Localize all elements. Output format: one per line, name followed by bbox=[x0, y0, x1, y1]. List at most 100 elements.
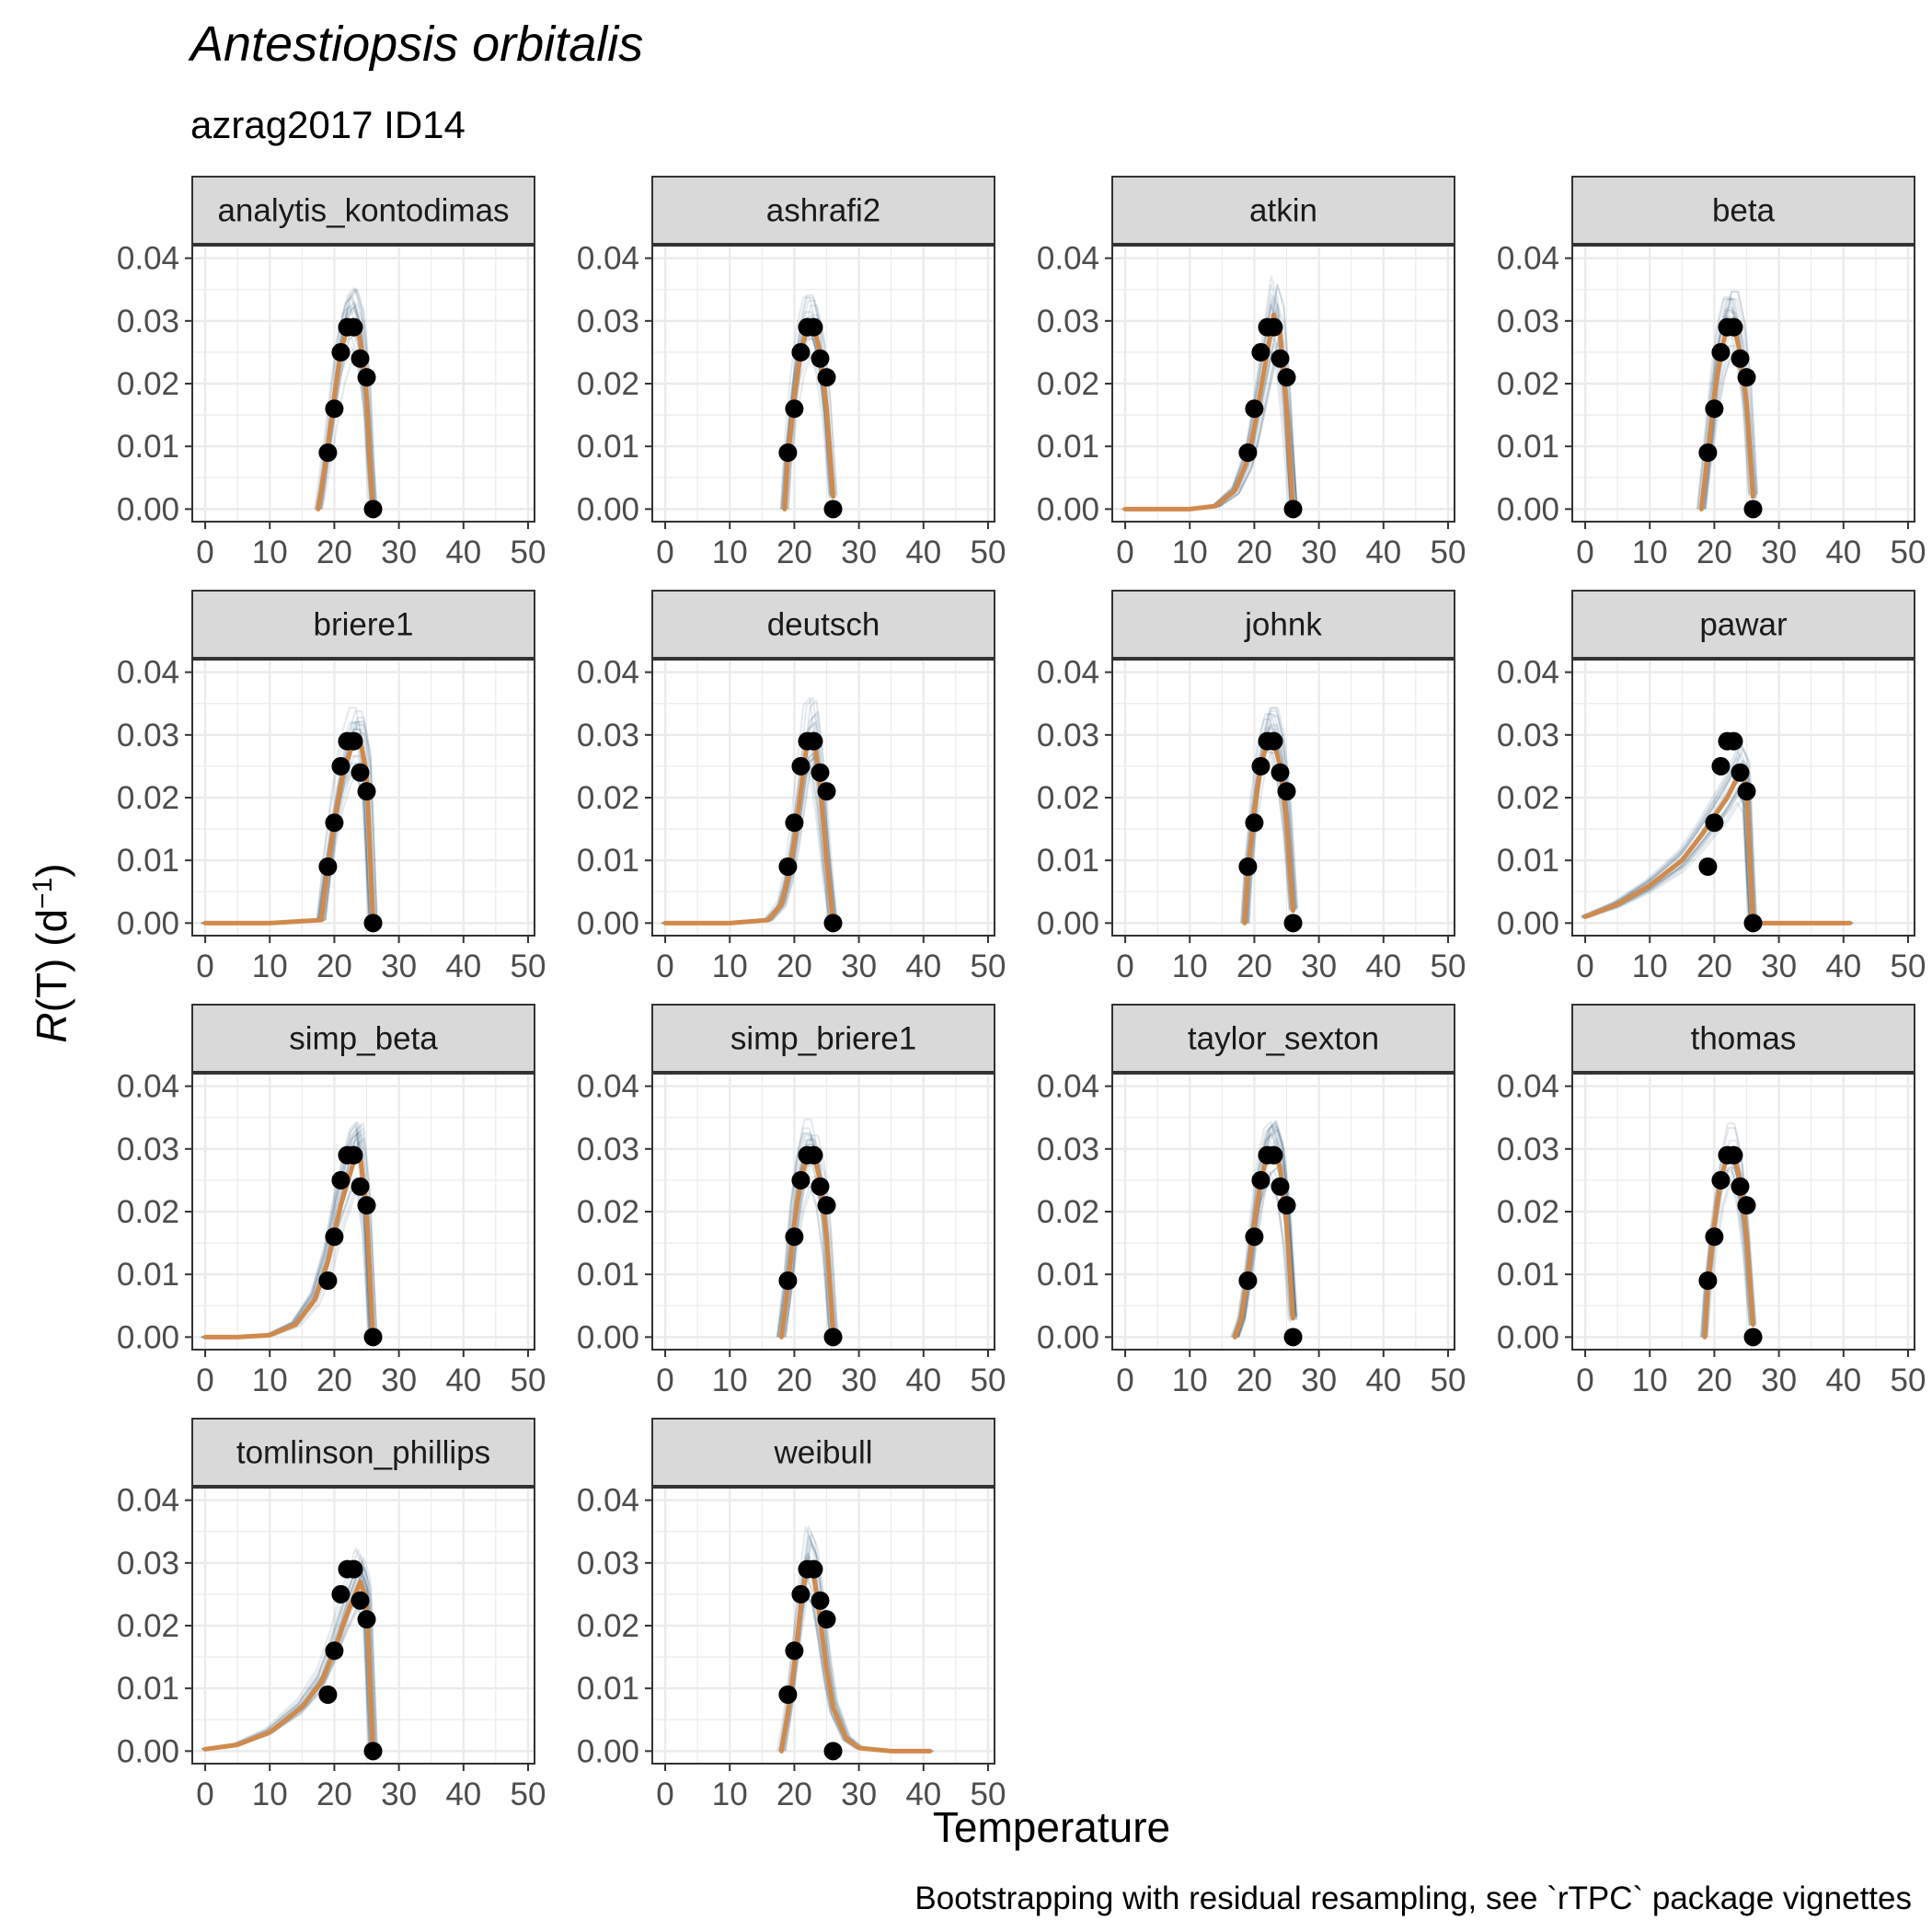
data-point bbox=[1711, 756, 1731, 776]
y-tick-label: 0.03 bbox=[1497, 718, 1559, 753]
facet-strip bbox=[1111, 590, 1455, 659]
data-point bbox=[817, 782, 836, 801]
data-point bbox=[791, 1584, 811, 1604]
y-tick-label: 0.00 bbox=[1037, 1319, 1099, 1355]
facet-strip bbox=[651, 1004, 995, 1073]
y-tick-label: 0.02 bbox=[577, 1194, 639, 1230]
x-tick-label: 30 bbox=[381, 535, 417, 570]
data-point bbox=[791, 342, 811, 362]
y-tick-label: 0.01 bbox=[1037, 843, 1099, 879]
y-tick-label: 0.02 bbox=[1497, 780, 1559, 816]
y-tick-label: 0.04 bbox=[577, 241, 639, 277]
y-tick-label: 0.03 bbox=[117, 1546, 179, 1581]
facet-strip-label: taylor_sexton bbox=[1188, 1021, 1379, 1057]
plot-caption: Bootstrapping with residual resampling, … bbox=[914, 1880, 1912, 1916]
data-point bbox=[1271, 763, 1290, 782]
data-point bbox=[1264, 317, 1283, 337]
facet-strip-label: briere1 bbox=[314, 607, 414, 643]
data-point bbox=[351, 1591, 370, 1610]
facet-strip-label: deutsch bbox=[767, 607, 880, 643]
data-point bbox=[1245, 399, 1264, 419]
x-tick-label: 30 bbox=[381, 1363, 417, 1398]
bootstrap-curve bbox=[1237, 1147, 1298, 1338]
x-tick-label: 10 bbox=[252, 1363, 288, 1398]
data-point bbox=[791, 756, 811, 776]
x-tick-label: 0 bbox=[196, 535, 213, 570]
y-tick-label: 0.04 bbox=[117, 241, 179, 277]
facet-strip-label: simp_beta bbox=[289, 1021, 438, 1057]
x-tick-label: 10 bbox=[712, 949, 748, 984]
data-point bbox=[778, 1271, 798, 1290]
y-tick-label: 0.02 bbox=[117, 780, 179, 816]
data-point bbox=[363, 1742, 383, 1761]
data-point bbox=[811, 1177, 830, 1196]
y-tick-label: 0.02 bbox=[1037, 780, 1099, 816]
data-point bbox=[1271, 1177, 1290, 1196]
x-tick-label: 50 bbox=[1891, 535, 1926, 570]
data-point bbox=[351, 763, 370, 782]
data-point bbox=[1277, 782, 1296, 801]
data-point bbox=[1731, 763, 1750, 782]
y-tick-label: 0.04 bbox=[1037, 241, 1099, 277]
y-tick-label: 0.03 bbox=[1497, 1132, 1559, 1167]
y-tick-label: 0.04 bbox=[577, 1483, 639, 1519]
x-tick-label: 0 bbox=[196, 1777, 213, 1812]
x-tick-label: 20 bbox=[316, 1363, 352, 1398]
data-point bbox=[1251, 342, 1271, 362]
y-tick-label: 0.00 bbox=[117, 1319, 179, 1355]
data-point bbox=[817, 1196, 836, 1215]
data-point bbox=[811, 349, 830, 368]
facet-taylor-sexton: taylor_sexton 0 10 20 30 40 50 0.00 0.01 0.02 0.03… bbox=[1037, 1004, 1466, 1398]
facet-strip-label: beta bbox=[1712, 193, 1776, 229]
x-tick-label: 40 bbox=[1825, 535, 1861, 570]
x-tick-label: 20 bbox=[776, 535, 812, 570]
y-tick-label: 0.01 bbox=[1037, 429, 1099, 465]
y-tick-label: 0.03 bbox=[117, 718, 179, 753]
y-tick-label: 0.00 bbox=[1037, 491, 1099, 527]
x-tick-label: 40 bbox=[905, 1363, 941, 1398]
data-point bbox=[811, 1591, 830, 1610]
data-point bbox=[325, 1641, 344, 1661]
data-point bbox=[325, 813, 344, 833]
facet-simp-beta: simp_beta 0 10 20 30 40 50 0.00 0.01 0.02 0.03 0.04 bbox=[117, 1004, 546, 1398]
x-tick-label: 10 bbox=[1172, 1363, 1208, 1398]
x-tick-label: 50 bbox=[971, 1777, 1006, 1812]
data-point bbox=[785, 1641, 804, 1661]
x-tick-label: 50 bbox=[511, 949, 546, 984]
x-tick-label: 0 bbox=[656, 535, 673, 570]
facet-strip bbox=[1111, 176, 1455, 245]
facet-thomas: thomas 0 10 20 30 40 50 0.00 0.01 0.02 0.03 0.04 bbox=[1497, 1004, 1926, 1398]
y-tick-label: 0.02 bbox=[577, 1608, 639, 1644]
x-tick-label: 40 bbox=[905, 535, 941, 570]
data-point bbox=[1264, 731, 1283, 751]
x-tick-label: 20 bbox=[1236, 535, 1272, 570]
x-tick-label: 30 bbox=[841, 1363, 877, 1398]
y-tick-label: 0.03 bbox=[577, 304, 639, 339]
data-point bbox=[1731, 349, 1750, 368]
facet-tomlinson-phillips: tomlinson_phillips 0 10 20 30 40 50 0.00 0.01 0.0… bbox=[117, 1418, 546, 1812]
x-tick-label: 0 bbox=[656, 1363, 673, 1398]
x-tick-label: 50 bbox=[971, 1363, 1006, 1398]
data-point bbox=[325, 1227, 344, 1247]
data-point bbox=[785, 813, 804, 833]
data-point bbox=[357, 1196, 376, 1215]
data-point bbox=[791, 1170, 811, 1190]
data-point bbox=[318, 1685, 338, 1704]
y-tick-label: 0.04 bbox=[117, 655, 179, 691]
data-point bbox=[1724, 731, 1743, 751]
data-point bbox=[785, 1227, 804, 1247]
x-tick-label: 0 bbox=[196, 949, 213, 984]
data-point bbox=[1737, 368, 1756, 387]
data-point bbox=[817, 368, 836, 387]
y-tick-label: 0.01 bbox=[117, 429, 179, 465]
y-tick-label: 0.02 bbox=[1497, 1194, 1559, 1230]
y-tick-label: 0.04 bbox=[1497, 655, 1559, 691]
x-tick-label: 0 bbox=[1116, 949, 1133, 984]
facet-strip-label: thomas bbox=[1691, 1021, 1797, 1057]
y-tick-label: 0.03 bbox=[577, 718, 639, 753]
x-tick-label: 40 bbox=[445, 949, 481, 984]
x-tick-label: 50 bbox=[511, 1363, 546, 1398]
data-point bbox=[804, 317, 823, 337]
y-tick-label: 0.04 bbox=[117, 1069, 179, 1105]
data-point bbox=[1251, 1170, 1271, 1190]
